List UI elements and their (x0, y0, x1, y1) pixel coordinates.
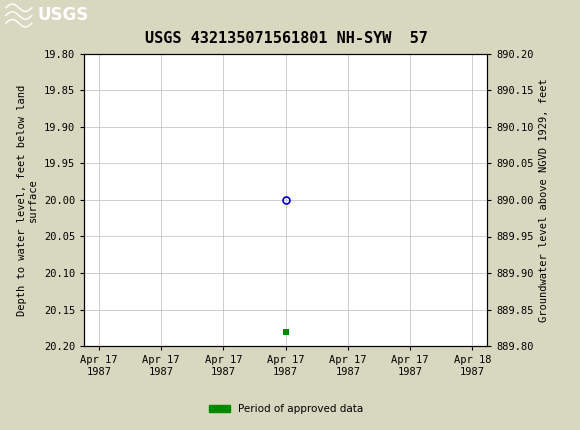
Y-axis label: Depth to water level, feet below land
surface: Depth to water level, feet below land su… (17, 84, 38, 316)
Text: USGS 432135071561801 NH-SYW  57: USGS 432135071561801 NH-SYW 57 (144, 31, 427, 46)
Legend: Period of approved data: Period of approved data (205, 400, 367, 418)
Text: USGS: USGS (38, 6, 89, 25)
Y-axis label: Groundwater level above NGVD 1929, feet: Groundwater level above NGVD 1929, feet (539, 78, 549, 322)
